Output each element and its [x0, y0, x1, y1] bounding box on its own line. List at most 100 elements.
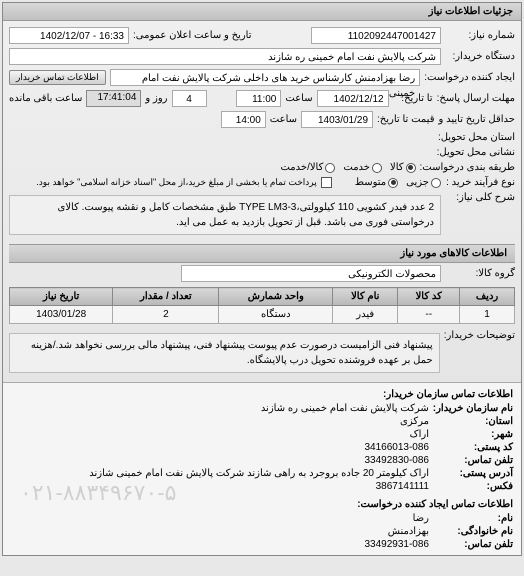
- pay-type-radios: کالا خدمت کالا/خدمت: [280, 162, 415, 173]
- remain-time-field: 17:41:04: [86, 90, 141, 107]
- row-pay-type: طریقه بندی درخواست: کالا خدمت کالا/خدمت: [9, 160, 515, 175]
- pay-radio-both[interactable]: کالا/خدمت: [280, 162, 335, 173]
- row-delivery-place: استان محل تحویل:: [9, 130, 515, 145]
- name-label: نام:: [433, 513, 513, 524]
- public-datetime-label: تاریخ و ساعت اعلان عمومی:: [133, 30, 252, 41]
- phone-label: تلفن تماس:: [433, 455, 513, 466]
- city-value: اراک: [410, 429, 429, 440]
- send-deadline-label: مهلت ارسال پاسخ:: [437, 93, 515, 104]
- row-desc: شرح کلی نیاز: 2 عدد فیدر کشویی 110 کیلوو…: [9, 190, 515, 240]
- sale-type-label: نوع فرآیند خرید :: [445, 177, 515, 188]
- treasury-checkbox[interactable]: [321, 177, 332, 188]
- radio-dot-icon: [325, 163, 335, 173]
- send-time-label: ساعت: [285, 93, 312, 104]
- col-date: تاریخ نیاز: [10, 288, 113, 306]
- confirm-time-field: 14:00: [221, 111, 266, 128]
- row-goods-group: گروه کالا: محصولات الکترونیکی: [9, 263, 515, 284]
- cell: دستگاه: [219, 306, 333, 324]
- fax-value: 3867141111: [376, 481, 429, 492]
- buyer-contact-button[interactable]: اطلاعات تماس خریدار: [9, 70, 106, 85]
- row-note: توضیحات خریدار: پیشنهاد فنی الزامیست درص…: [9, 328, 515, 378]
- row-requester: ایجاد کننده درخواست: رضا بهزادمنش کارشنا…: [9, 67, 515, 88]
- cell: فیدر: [333, 306, 398, 324]
- contact-buyer-section: اطلاعات تماس سازمان خریدار: نام سازمان خ…: [3, 382, 521, 555]
- sale-type-radios: جزیی متوسط: [355, 177, 441, 188]
- buyer-device-field: شرکت پالایش نفت امام خمینی ره شازند: [9, 48, 441, 65]
- radio-dot-icon: [431, 178, 441, 188]
- cell: 2: [113, 306, 219, 324]
- remain-label: ساعت باقی مانده: [9, 93, 82, 104]
- postal-value: 34166013-086: [364, 442, 429, 453]
- name-value: رضا: [413, 513, 429, 524]
- note-label: توضیحات خریدار:: [444, 330, 515, 341]
- pay-radio-goods[interactable]: کالا: [390, 162, 416, 173]
- pay-type-label: طریقه بندی درخواست:: [420, 162, 516, 173]
- treasury-check-label: پرداخت تمام یا بخشی از مبلغ خرید،از محل …: [36, 177, 316, 188]
- note-text: پیشنهاد فنی الزامیست درصورت عدم پیوست پی…: [9, 333, 440, 373]
- delivery-place-label: استان محل تحویل:: [438, 132, 515, 143]
- cell: 1: [460, 306, 515, 324]
- radio-dot-icon: [372, 163, 382, 173]
- public-datetime-field: 16:33 - 1402/12/07: [9, 27, 129, 44]
- confirm-to-label: قیمت تا تاریخ:: [377, 114, 434, 125]
- row-req-number: شماره نیاز: 1102092447001427 تاریخ و ساع…: [9, 25, 515, 46]
- phone-value: 33492830-086: [364, 455, 429, 466]
- req-number-field: 1102092447001427: [311, 27, 441, 44]
- col-qty: تعداد / مقدار: [113, 288, 219, 306]
- radio-dot-icon: [388, 178, 398, 188]
- days-field: 4: [172, 90, 207, 107]
- panel-body: شماره نیاز: 1102092447001427 تاریخ و ساع…: [3, 21, 521, 382]
- cell: --: [398, 306, 460, 324]
- province-value: مرکزی: [400, 416, 429, 427]
- org-label: نام سازمان خریدار:: [433, 403, 513, 414]
- pay-radio-service[interactable]: خدمت: [343, 162, 382, 173]
- goods-table: ردیف کد کالا نام کالا واحد شمارش تعداد /…: [9, 287, 515, 324]
- table-row: 1 -- فیدر دستگاه 2 1403/01/28: [10, 306, 515, 324]
- goods-section-header: اطلاعات کالاهای مورد نیاز: [9, 244, 515, 263]
- table-header-row: ردیف کد کالا نام کالا واحد شمارش تعداد /…: [10, 288, 515, 306]
- city-label: شهر:: [433, 429, 513, 440]
- panel-title: جزئیات اطلاعات نیاز: [3, 3, 521, 21]
- desc-label: شرح کلی نیاز:: [445, 192, 515, 203]
- row-send-deadline: مهلت ارسال پاسخ: تا تاریخ: 1402/12/12 سا…: [9, 88, 515, 109]
- contact-buyer-title: اطلاعات تماس سازمان خریدار:: [11, 387, 513, 402]
- col-name: نام کالا: [333, 288, 398, 306]
- days-label: روز و: [145, 93, 167, 104]
- province-label: استان:: [433, 416, 513, 427]
- row-sale-type: نوع فرآیند خرید : جزیی متوسط پرداخت تمام…: [9, 175, 515, 190]
- cell: 1403/01/28: [10, 306, 113, 324]
- desc-text: 2 عدد فیدر کشویی 110 کیلوولتی،TYPE LM3-3…: [9, 195, 441, 235]
- family-value: بهزادمنش: [388, 526, 429, 537]
- send-to-label: تا تاریخ:: [393, 93, 433, 104]
- confirm-date-field: 1403/01/29: [301, 111, 373, 128]
- address-label: نشانی محل تحویل:: [437, 147, 515, 158]
- send-time-field: 11:00: [236, 90, 281, 107]
- req-phone-label: تلفن تماس:: [433, 539, 513, 550]
- confirm-time-label: ساعت: [270, 114, 297, 125]
- sale-radio-medium[interactable]: متوسط: [355, 177, 398, 188]
- fax-label: فکس:: [433, 481, 513, 492]
- req-number-label: شماره نیاز:: [445, 30, 515, 41]
- row-buyer-device: دستگاه خریدار: شرکت پالایش نفت امام خمین…: [9, 46, 515, 67]
- sale-radio-minor[interactable]: جزیی: [406, 177, 441, 188]
- confirm-deadline-label: حداقل تاریخ تایید و: [438, 114, 515, 125]
- contact-requester-title: اطلاعات تماس ایجاد کننده درخواست:: [11, 497, 513, 512]
- family-label: نام خانوادگی:: [433, 526, 513, 537]
- send-date-field: 1402/12/12: [317, 90, 389, 107]
- goods-group-field: محصولات الکترونیکی: [181, 265, 441, 282]
- row-address: نشانی محل تحویل:: [9, 145, 515, 160]
- addr-value: اراک کیلومتر 20 جاده بروجرد به راهی شازن…: [89, 468, 429, 479]
- row-confirm-deadline: حداقل تاریخ تایید و قیمت تا تاریخ: 1403/…: [9, 109, 515, 130]
- buyer-device-label: دستگاه خریدار:: [445, 51, 515, 62]
- col-unit: واحد شمارش: [219, 288, 333, 306]
- org-value: شرکت پالایش نفت امام خمینی ره شازند: [261, 403, 429, 414]
- requester-field: رضا بهزادمنش کارشناس خرید های داخلی شرکت…: [110, 69, 421, 86]
- addr-label: آدرس پستی:: [433, 468, 513, 479]
- req-phone-value: 33492931-086: [364, 539, 429, 550]
- main-panel: جزئیات اطلاعات نیاز شماره نیاز: 11020924…: [2, 2, 522, 556]
- postal-label: کد پستی:: [433, 442, 513, 453]
- requester-label: ایجاد کننده درخواست:: [424, 72, 515, 83]
- col-row: ردیف: [460, 288, 515, 306]
- col-code: کد کالا: [398, 288, 460, 306]
- goods-group-label: گروه کالا:: [445, 268, 515, 279]
